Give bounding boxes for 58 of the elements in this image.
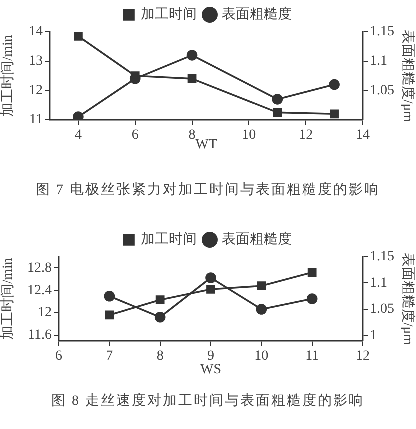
x-tick-label: 12 — [299, 128, 314, 144]
point — [273, 108, 282, 118]
point — [330, 110, 339, 119]
x-tick-label: 10 — [254, 349, 269, 364]
x-tick-label: 9 — [208, 349, 214, 364]
y-tick-label: 14 — [29, 24, 43, 40]
text: 图 7 电极丝张紧力对加工时间与表面粗糙度的影响 — [35, 181, 381, 200]
x-tick-label: 11 — [306, 349, 320, 364]
x-axis-title: WS — [200, 362, 222, 378]
point — [104, 290, 116, 302]
legend-label: 加工时间 — [141, 232, 197, 248]
point — [206, 285, 216, 294]
y-tick-label: 12.4 — [28, 283, 52, 298]
legend-label: 表面粗糙度 — [222, 232, 292, 248]
x-tick-label: 6 — [56, 349, 62, 364]
point — [329, 79, 340, 90]
point — [256, 304, 268, 315]
x-tick-label: 8 — [188, 128, 196, 144]
y2-axis-title: 表面粗糙度/μm — [400, 30, 416, 122]
y2-axis-title: 表面粗糙度/μm — [400, 252, 416, 346]
y-tick-label: 12.8 — [28, 260, 52, 276]
legend-label: 表面粗糙度 — [222, 6, 292, 23]
x-tick-label: 8 — [156, 349, 164, 364]
point — [156, 296, 165, 305]
x-tick-label: 10 — [242, 128, 256, 144]
x-tick-label: 4 — [74, 128, 82, 144]
point — [186, 50, 198, 61]
x-tick-label: 14 — [356, 128, 370, 144]
y2-tick-label: 1.05 — [370, 83, 394, 98]
y-tick-label: 13 — [29, 54, 43, 70]
point — [308, 268, 317, 278]
y-tick-label: 12 — [29, 83, 43, 98]
point — [105, 310, 114, 320]
point — [257, 282, 266, 291]
y-axis-title: 加工时间/min — [0, 258, 16, 340]
y2-tick-label: 1 — [370, 328, 377, 344]
y2-tick-label: 1.15 — [370, 24, 394, 40]
y-tick-label: 12 — [38, 306, 52, 321]
x-tick-label: 6 — [132, 128, 139, 144]
point — [74, 32, 83, 41]
point — [73, 112, 84, 120]
y-axis-title: 加工时间/min — [0, 35, 16, 117]
y2-tick-label: 1.1 — [370, 54, 388, 70]
y-tick-label: 11 — [30, 112, 43, 128]
point — [206, 272, 216, 284]
legend-label: 加工时间 — [141, 6, 197, 23]
y2-tick-label: 1.1 — [370, 276, 388, 291]
y2-tick-label: 1.15 — [370, 250, 394, 265]
point — [154, 312, 166, 323]
x-tick-label: 12 — [356, 349, 370, 364]
y2-tick-label: 1.05 — [370, 302, 394, 318]
x-tick-label: 7 — [106, 349, 114, 364]
point — [272, 94, 284, 105]
point — [306, 294, 318, 304]
x-axis-title: WT — [196, 137, 218, 152]
point — [188, 74, 197, 84]
y-tick-label: 11.6 — [28, 328, 52, 344]
text: 图 8 走丝速度对加工时间与表面粗糙度的影响 — [50, 392, 366, 411]
